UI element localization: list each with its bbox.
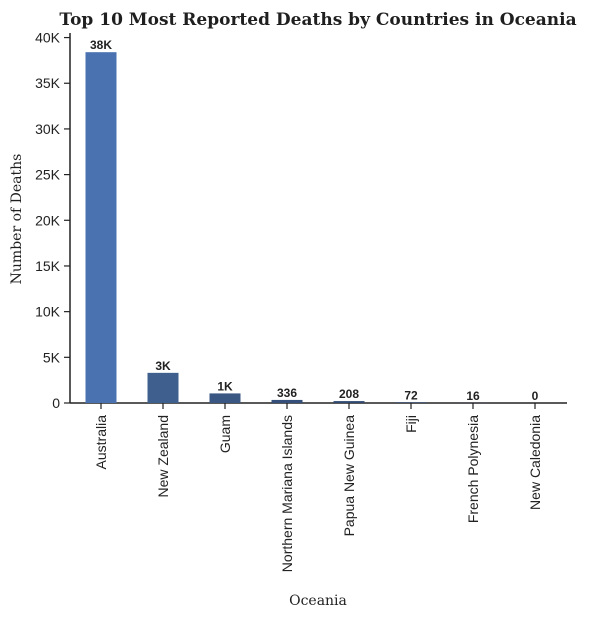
y-tick-label: 25K bbox=[35, 167, 61, 183]
bar bbox=[395, 402, 427, 403]
x-tick-label: New Caledonia bbox=[527, 415, 543, 510]
bar bbox=[209, 393, 241, 403]
y-tick-label: 30K bbox=[35, 121, 61, 137]
y-tick-label: 35K bbox=[35, 75, 61, 91]
data-label: 336 bbox=[277, 386, 297, 400]
y-tick-label: 10K bbox=[35, 304, 61, 320]
bar bbox=[271, 399, 303, 403]
chart-title: Top 10 Most Reported Deaths by Countries… bbox=[59, 10, 576, 30]
y-axis-label: Number of Deaths bbox=[9, 154, 25, 285]
y-tick-label: 0 bbox=[52, 395, 60, 411]
data-label: 1K bbox=[217, 379, 233, 393]
data-label: 3K bbox=[155, 359, 171, 373]
bar bbox=[85, 52, 117, 404]
data-label: 208 bbox=[339, 387, 359, 401]
x-tick-label: Papua New Guinea bbox=[341, 415, 357, 537]
y-tick-label: 5K bbox=[43, 349, 61, 365]
y-tick-label: 15K bbox=[35, 258, 61, 274]
bar bbox=[147, 372, 179, 403]
y-tick-label: 40K bbox=[35, 30, 61, 46]
x-tick-label: New Zealand bbox=[155, 415, 171, 498]
x-tick-label: Guam bbox=[217, 415, 233, 453]
x-axis-label: Oceania bbox=[289, 593, 347, 609]
x-tick-label: Australia bbox=[93, 415, 109, 470]
x-tick-label: French Polynesia bbox=[465, 415, 481, 523]
x-tick-label: Fiji bbox=[403, 415, 419, 433]
data-label: 38K bbox=[90, 38, 112, 52]
data-label: 72 bbox=[404, 388, 418, 402]
x-tick-label: Northern Mariana Islands bbox=[279, 415, 295, 572]
y-tick-label: 20K bbox=[35, 212, 61, 228]
data-label: 0 bbox=[532, 389, 539, 403]
bar bbox=[333, 401, 365, 403]
plot-area: 0 5K 10K 15K 20K 25K 30K 35K 40K 38K Australia 3K Ne… bbox=[35, 30, 567, 572]
data-label: 16 bbox=[466, 389, 480, 403]
